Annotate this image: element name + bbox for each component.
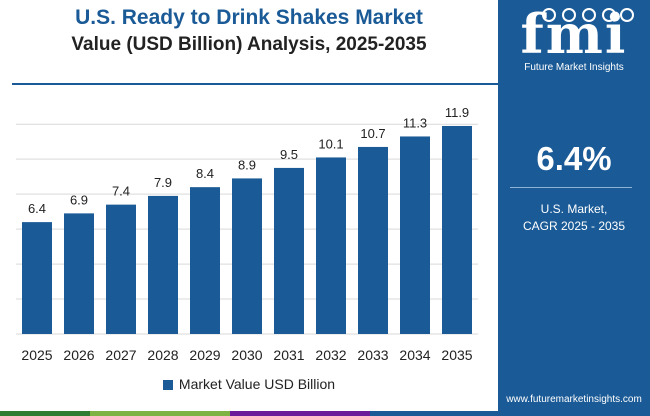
data-label: 11.9 (445, 105, 469, 120)
bar (148, 195, 178, 334)
legend-label: Market Value USD Billion (178, 376, 336, 392)
legend-swatch (162, 380, 173, 390)
logo-icons (541, 8, 634, 22)
x-tick-label: 2029 (189, 347, 220, 363)
data-label: 9.5 (280, 147, 298, 162)
bottom-bar-segment (370, 411, 498, 416)
data-label: 11.3 (403, 115, 427, 130)
data-label: 10.1 (318, 136, 343, 151)
chart-title: U.S. Ready to Drink Shakes Market (75, 6, 423, 29)
logo-mark: fmi (521, 6, 634, 62)
data-label: 6.9 (70, 192, 88, 207)
bar (358, 146, 388, 334)
x-tick-label: 2025 (21, 347, 52, 363)
bar-chart: 6.4 2025 6.9 2026 7.4 2027 7.9 2028 8.4 2029 8.9 20… (16, 105, 478, 363)
legend: Market Value USD Billion (0, 376, 498, 392)
cagr-label-line2: CAGR 2025 - 2035 (522, 219, 626, 233)
x-tick-label: 2035 (441, 347, 472, 363)
data-label: 7.9 (154, 175, 172, 190)
bar (232, 178, 262, 334)
bar (106, 204, 136, 334)
x-tick-label: 2026 (63, 347, 94, 363)
x-tick-label: 2034 (399, 347, 430, 363)
chart-subtitle: Value (USD Billion) Analysis, 2025-2035 (71, 34, 427, 55)
bar (274, 167, 304, 334)
x-tick-label: 2031 (273, 347, 304, 363)
bar (316, 157, 346, 334)
bar (400, 136, 430, 334)
cagr-label: U.S. Market, CAGR 2025 - 2035 (498, 201, 650, 235)
logo-mark-text: fmi (520, 2, 628, 66)
data-label: 8.9 (238, 157, 256, 172)
data-label: 8.4 (196, 166, 214, 181)
bottom-bar-segment (230, 411, 370, 416)
data-label: 10.7 (360, 126, 385, 141)
bar (442, 125, 472, 334)
cagr-value: 6.4% (536, 140, 612, 177)
x-tick-label: 2033 (357, 347, 388, 363)
bottom-color-bar (0, 411, 498, 416)
fmi-logo: fmi Future Market Insights (498, 6, 650, 73)
title-rule (12, 83, 498, 85)
side-panel: fmi Future Market Insights 6.4% U.S. Mar… (498, 0, 650, 416)
bar (22, 222, 52, 334)
bottom-bar-segment (90, 411, 230, 416)
website-link[interactable]: www.futuremarketinsights.com (506, 394, 642, 405)
bottom-bar-segment (0, 411, 90, 416)
x-tick-label: 2030 (231, 347, 262, 363)
x-tick-label: 2027 (105, 347, 136, 363)
x-tick-label: 2032 (315, 347, 346, 363)
logo-text: Future Market Insights (524, 62, 624, 73)
x-tick-label: 2028 (147, 347, 178, 363)
cagr-label-line1: U.S. Market, (540, 202, 608, 216)
bar (64, 213, 94, 334)
divider (510, 187, 632, 188)
chart-area: U.S. Ready to Drink Shakes Market Value … (0, 6, 498, 416)
bar (190, 187, 220, 334)
data-label: 7.4 (112, 184, 130, 199)
data-label: 6.4 (28, 201, 46, 216)
